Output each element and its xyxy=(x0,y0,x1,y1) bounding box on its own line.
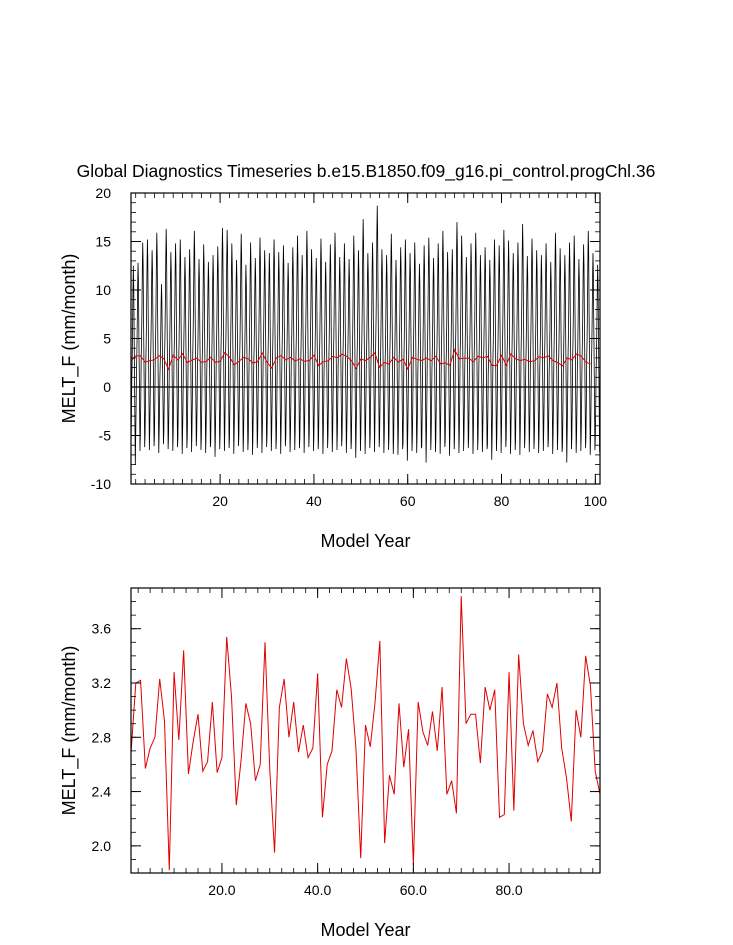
x-axis-label: Model Year xyxy=(320,920,410,940)
figure-title: Global Diagnostics Timeseries b.e15.B185… xyxy=(77,161,656,182)
annual-mean-panel: 20.0 40.0 60.0 80.0 2.0 2.4 2.8 3.2 3.6 Model Ye… xyxy=(59,587,601,940)
x-tick-label: 80 xyxy=(494,493,510,509)
y-tick-label: 3.6 xyxy=(92,621,112,637)
monthly-timeseries-panel: 20 40 60 80 100 -10 -5 0 5 10 15 20 Model Year MELT… xyxy=(59,185,607,551)
x-tick-label: 20 xyxy=(212,493,228,509)
y-tick-label: 5 xyxy=(103,331,111,347)
annual-mean-line xyxy=(131,596,600,871)
y-tick-label: 15 xyxy=(95,234,111,250)
x-axis-label: Model Year xyxy=(320,531,410,551)
x-tick-label: 40.0 xyxy=(304,882,331,898)
y-tick-label: 10 xyxy=(95,282,111,298)
y-tick-label: 2.0 xyxy=(92,838,112,854)
x-tick-label: 60.0 xyxy=(400,882,427,898)
y-tick-label: 2.4 xyxy=(92,784,112,800)
y-tick-label: 3.2 xyxy=(92,675,112,691)
y-axis-label: MELT_F (mm/month) xyxy=(59,254,80,424)
y-tick-label: -5 xyxy=(99,428,112,444)
y-axis-label: MELT_F (mm/month) xyxy=(59,646,80,816)
y-tick-label: 20 xyxy=(95,185,111,201)
y-tick-label: -10 xyxy=(91,476,111,492)
annual-mean-overlay-line xyxy=(131,348,591,371)
y-tick-label: 0 xyxy=(103,379,111,395)
y-tick-label: 2.8 xyxy=(92,729,112,745)
x-tick-label: 60 xyxy=(400,493,416,509)
x-tick-label: 20.0 xyxy=(208,882,235,898)
x-tick-label: 80.0 xyxy=(495,882,522,898)
x-tick-label: 100 xyxy=(584,493,608,509)
monthly-series-line xyxy=(131,205,600,465)
x-tick-label: 40 xyxy=(306,493,322,509)
